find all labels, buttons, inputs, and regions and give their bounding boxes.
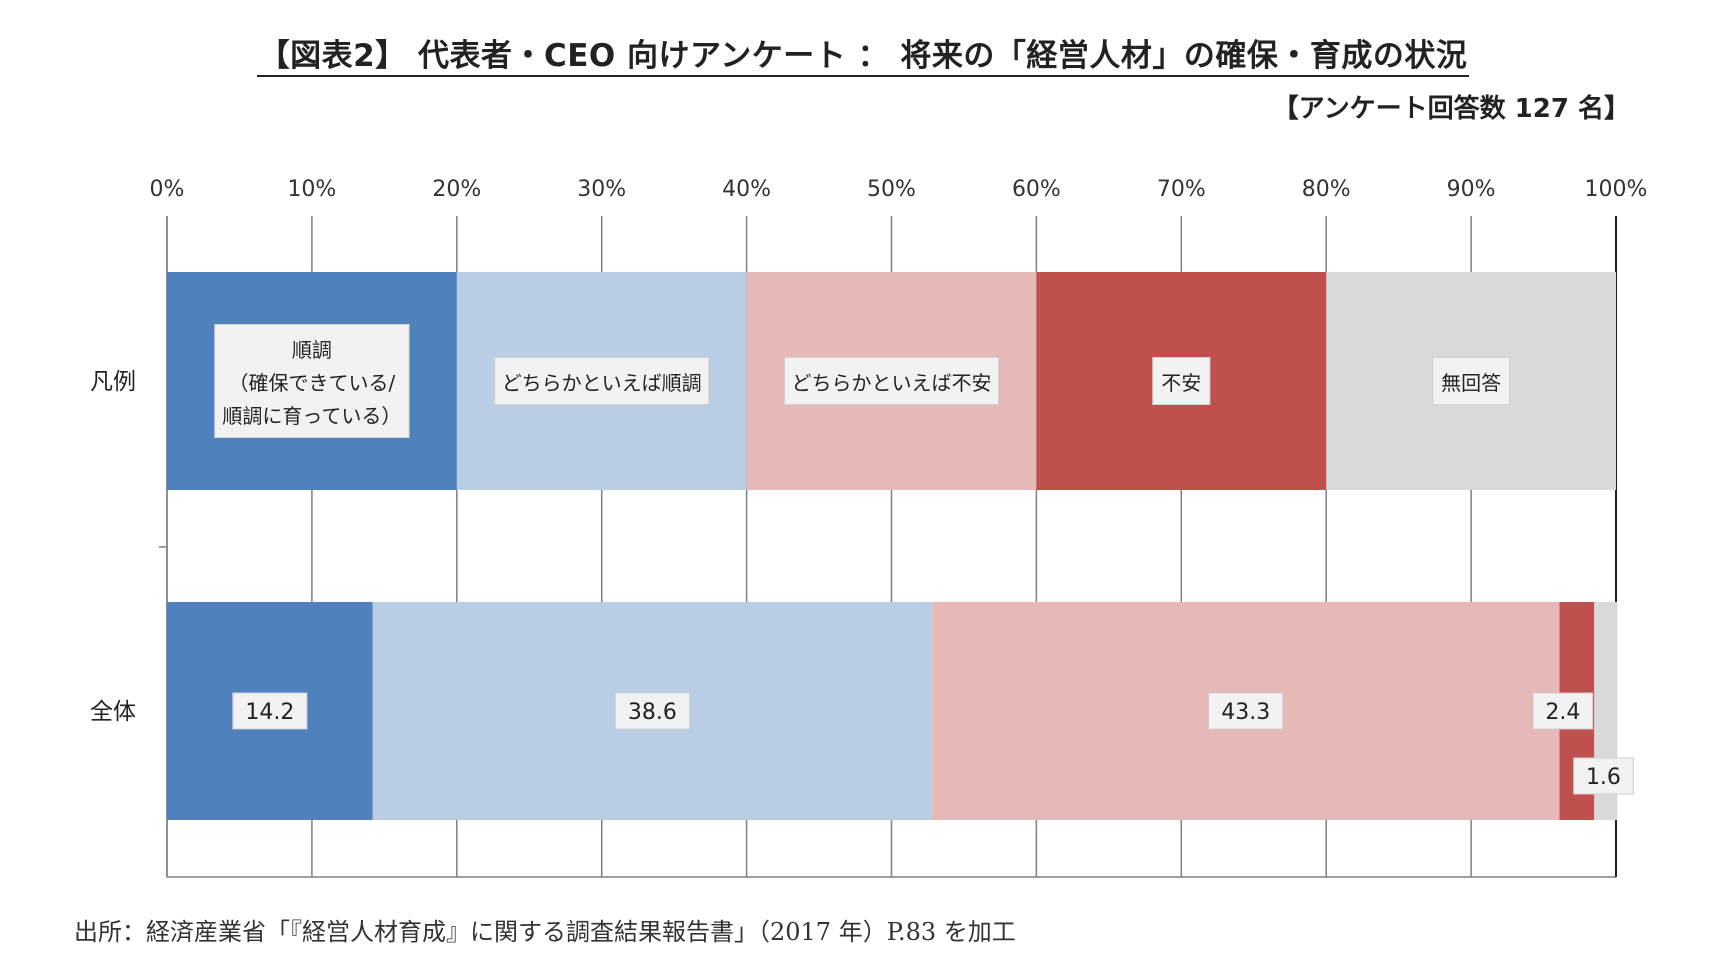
legend-label-box (1152, 357, 1211, 405)
legend-label: 順調 (292, 338, 332, 362)
data-label-box (1532, 692, 1594, 730)
source-note: 出所：経済産業省「『経営人材育成』に関する調査結果報告書」（2017 年）P.8… (74, 918, 1016, 946)
chart-title: 【図表2】 代表者・CEO 向けアンケート ： 将来の「経営人材」の確保・育成の… (0, 30, 1726, 77)
data-label-box (232, 692, 308, 730)
data-label-box (614, 692, 690, 730)
x-tick-label: 20% (432, 177, 481, 202)
data-label: 43.3 (1221, 700, 1270, 725)
chart-title-text: 【図表2】 代表者・CEO 向けアンケート ： 将来の「経営人材」の確保・育成の… (256, 38, 1470, 77)
x-tick-label: 70% (1157, 177, 1206, 202)
x-tick-label: 0% (150, 177, 185, 202)
legend-label-box (494, 357, 710, 405)
x-tick-label: 80% (1302, 177, 1351, 202)
chart-subtitle: 【アンケート回答数 127 名】 (1272, 94, 1630, 124)
data-label: 1.6 (1586, 765, 1621, 790)
x-tick-label: 50% (867, 177, 916, 202)
legend-label: どちらかといえば不安 (792, 371, 992, 395)
legend-label: 無回答 (1441, 371, 1501, 395)
legend-label: （確保できている/ (229, 371, 396, 395)
x-tick-label: 10% (287, 177, 336, 202)
data-label: 14.2 (245, 700, 294, 725)
x-tick-label: 90% (1447, 177, 1496, 202)
legend-label-box (784, 357, 999, 405)
data-label-box (1573, 757, 1634, 795)
category-label: 全体 (90, 699, 136, 725)
x-tick-label: 60% (1012, 177, 1061, 202)
legend-label-box (1432, 357, 1510, 405)
x-tick-label: 100% (1585, 177, 1648, 202)
category-label: 凡例 (90, 369, 136, 395)
data-label: 2.4 (1545, 700, 1580, 725)
data-label: 38.6 (628, 700, 677, 725)
x-tick-label: 40% (722, 177, 771, 202)
x-tick-label: 30% (577, 177, 626, 202)
legend-label: どちらかといえば順調 (502, 371, 702, 395)
legend-label: 不安 (1161, 371, 1201, 395)
legend-label: 順調に育っている） (222, 404, 401, 428)
legend-label-box (214, 324, 410, 438)
data-label-box (1208, 692, 1284, 730)
